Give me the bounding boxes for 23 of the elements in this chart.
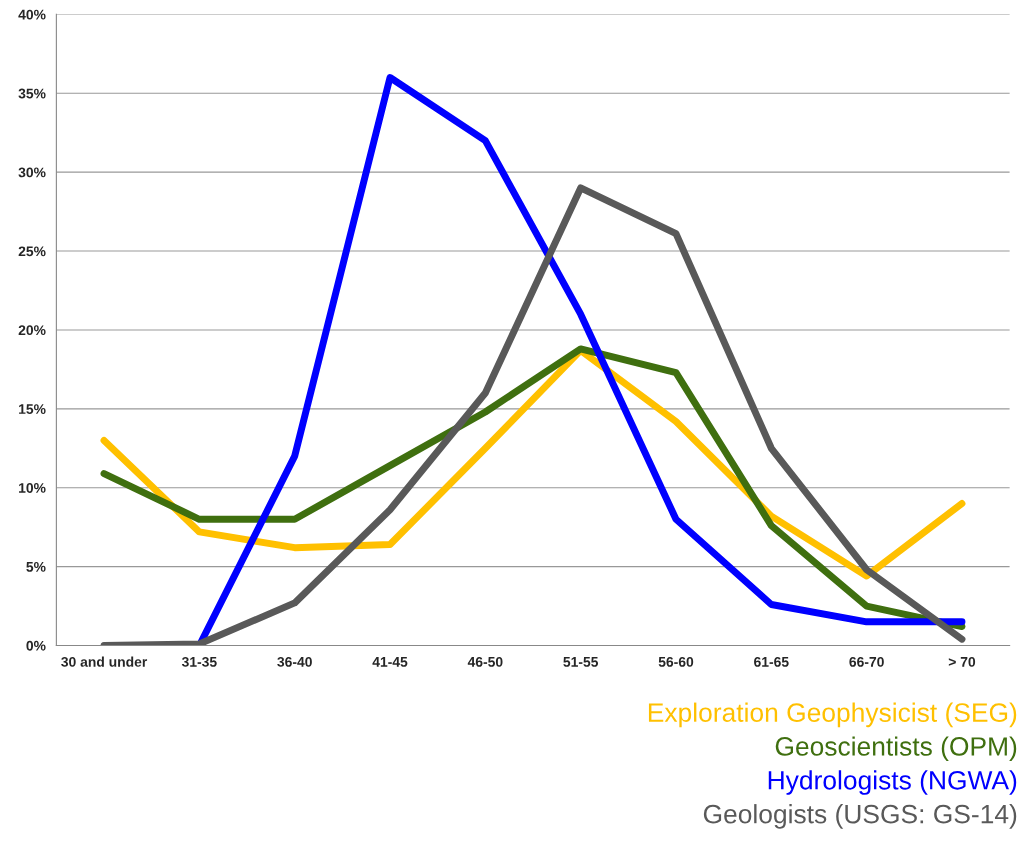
x-tick-label: 46-50: [467, 656, 503, 667]
y-tick-label: 5%: [26, 561, 46, 572]
y-tick-label: 20%: [18, 325, 46, 336]
text: Geologists (USGS: GS-14): [703, 804, 1017, 829]
x-tick-label: 61-65: [754, 656, 789, 667]
x-tick-label: 36-40: [277, 656, 312, 667]
text: Hydrologists (NGWA): [768, 770, 1017, 795]
y-tick-label: 10%: [19, 483, 46, 493]
y-tick-label: 0%: [26, 640, 46, 651]
y-tick-label: 30%: [18, 167, 46, 178]
x-tick-label: > 70: [948, 656, 976, 667]
text: Exploration Geophysicist (SEG): [648, 702, 1017, 728]
y-tick-label: 15%: [19, 404, 46, 414]
y-tick-label: 40%: [18, 9, 46, 20]
x-tick-label: 56-60: [658, 656, 694, 667]
x-tick-label: 41-45: [372, 657, 408, 667]
text: Geoscientists (OPM): [775, 736, 1017, 761]
y-tick-label: 35%: [18, 88, 46, 99]
x-tick-label: 66-70: [849, 656, 884, 667]
x-tick-label: 30 and under: [61, 656, 148, 667]
x-tick-label: 51-55: [563, 657, 599, 667]
y-tick-label: 25%: [18, 246, 46, 257]
x-tick-label: 31-35: [181, 656, 217, 667]
